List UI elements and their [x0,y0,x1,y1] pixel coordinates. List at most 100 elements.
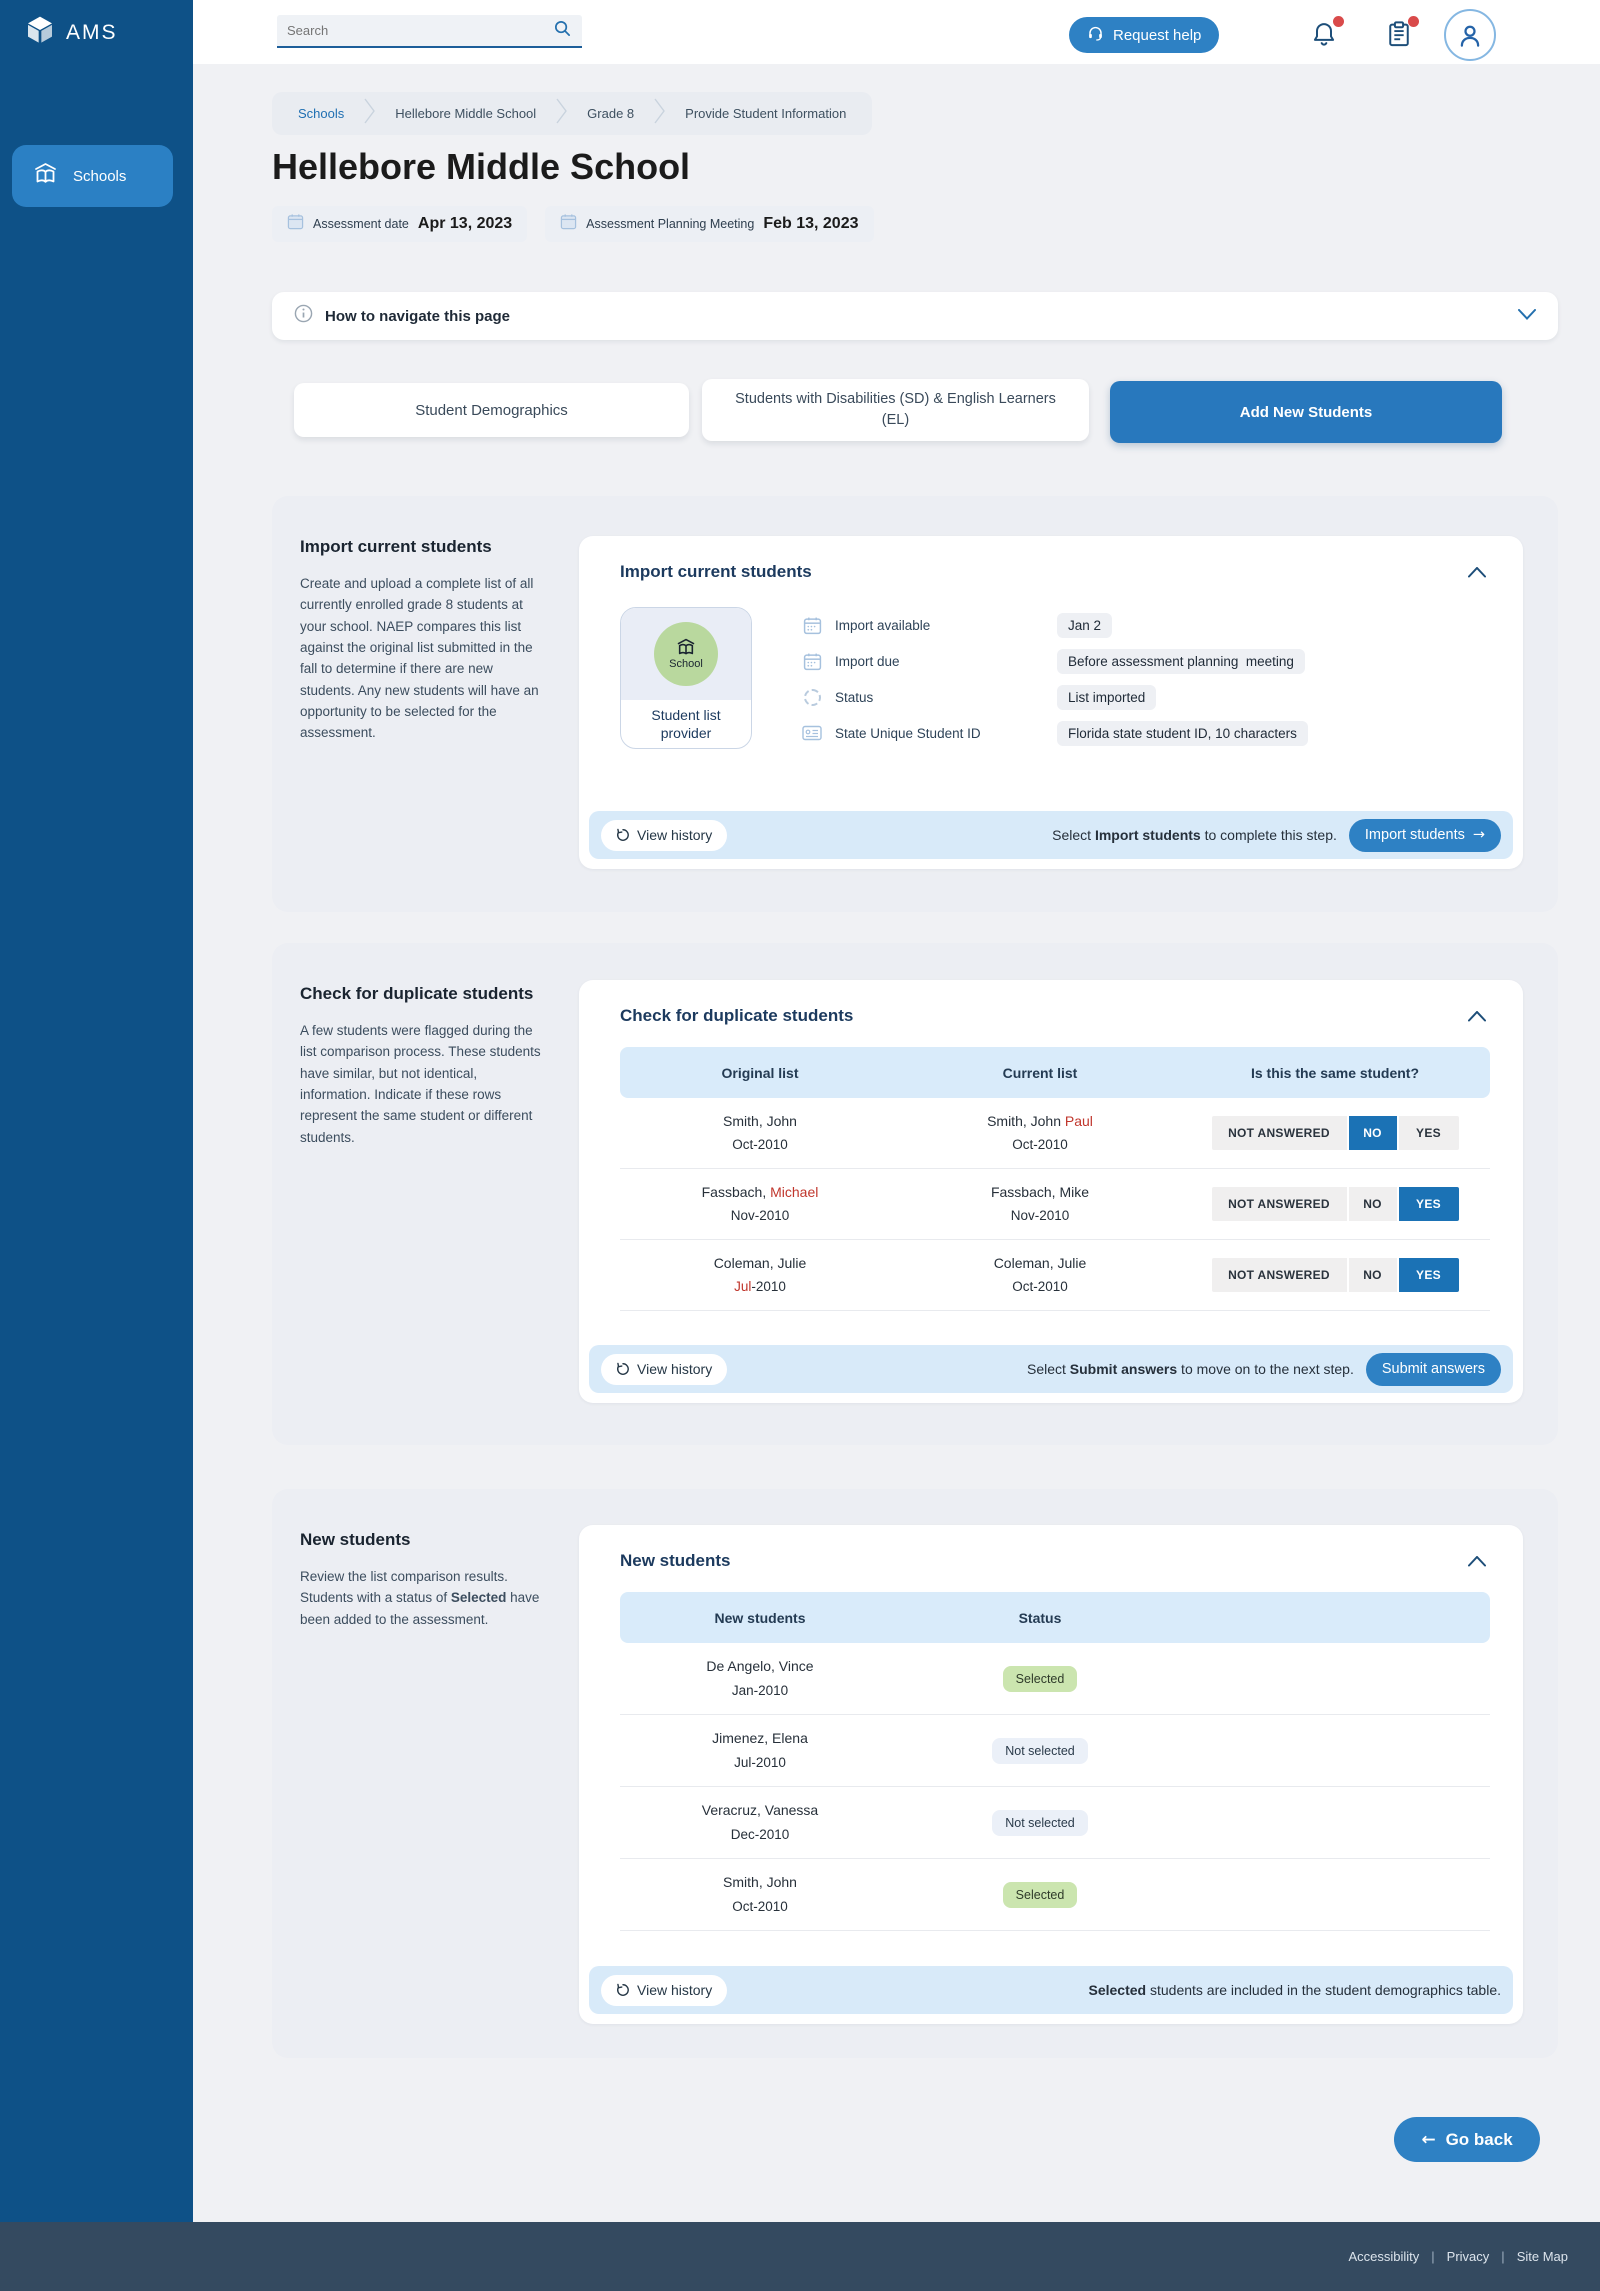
same-student-segmented-control: NOT ANSWERED NO YES [1211,1258,1459,1292]
assessment-date-label: Assessment date [313,217,409,231]
footer-link-accessibility[interactable]: Accessibility [1348,2249,1420,2264]
col-same-student: Is this the same student? [1250,1064,1420,1081]
yes-segment[interactable]: YES [1396,1116,1459,1150]
submit-answers-label: Submit answers [1381,1361,1485,1377]
notifications-bell-icon[interactable] [1310,16,1344,50]
state-id-value: Florida state student ID, 10 characters [1057,720,1308,746]
footer-link-sitemap[interactable]: Site Map [1516,2249,1568,2264]
footer-separator: | [1431,2249,1435,2264]
breadcrumb: Schools Hellebore Middle School Grade 8 … [272,92,873,135]
new-students-side-column: New students Review the list comparison … [272,1489,579,2058]
app-logo: AMS [24,14,118,51]
sidebar-item-label: Schools [73,167,127,185]
current-student-cell: Fassbach, Mike Nov-2010 [990,1183,1090,1224]
same-student-segmented-control: NOT ANSWERED NO YES [1211,1116,1459,1150]
go-back-button[interactable]: ← Go back [1394,2117,1540,2162]
new-students-card-footer: View history Selected students are inclu… [589,1966,1513,2014]
state-id-label: State Unique Student ID [835,725,981,741]
student-cell: De Angelo, Vince Jan-2010 [706,1658,814,1698]
import-side-column: Import current students Create and uploa… [272,496,579,912]
breadcrumb-school-name[interactable]: Hellebore Middle School [395,106,537,121]
how-to-navigate-accordion[interactable]: How to navigate this page [272,292,1558,340]
col-status: Status [1018,1609,1062,1626]
no-segment[interactable]: NO [1346,1187,1397,1221]
new-student-row: Jimenez, Elena Jul-2010 Not selected [620,1715,1490,1787]
import-card-title: Import current students [620,562,812,581]
duplicates-side-description: A few students were flagged during the l… [300,1022,541,1145]
collapse-chevron-up-icon[interactable] [1464,1551,1490,1574]
import-side-heading: Import current students [300,537,492,556]
school-book-icon [677,638,695,655]
tab-sd-el[interactable]: Students with Disabilities (SD) & Englis… [702,379,1089,441]
request-help-button[interactable]: Request help [1069,17,1220,53]
duplicates-table-header: Original list Current list Is this the s… [620,1047,1490,1098]
status-label: Status [835,689,874,705]
submit-answers-button[interactable]: Submit answers [1365,1352,1501,1386]
student-info-tabs: Student Demographics Students with Disab… [272,379,1558,443]
duplicates-card-title: Check for duplicate students [620,1006,854,1025]
student-cell: Jimenez, Elena Jul-2010 [712,1730,808,1770]
answer-cell: NOT ANSWERED NO YES [1180,1187,1490,1221]
duplicates-side-column: Check for duplicate students A few stude… [272,943,579,1445]
new-students-card: New students New students Status De Ange… [579,1525,1523,2024]
status-badge: Not selected [992,1809,1088,1836]
not-answered-segment[interactable]: NOT ANSWERED [1211,1258,1347,1292]
breadcrumb-chevron-icon [654,98,666,129]
import-students-button[interactable]: Import students → [1348,818,1501,852]
sidebar-item-schools[interactable]: Schools [12,145,173,207]
view-history-button[interactable]: View history [601,1974,728,2006]
new-students-section: New students Review the list comparison … [272,1489,1558,2058]
info-row-import-available: Import available Jan 2 [802,607,1308,643]
assessment-date-pill: Assessment date Apr 13, 2023 [272,206,528,242]
search-input[interactable] [287,23,553,38]
duplicate-row: Coleman, Julie Jul-2010 Coleman, Julie O… [620,1240,1490,1311]
page-footer: Accessibility | Privacy | Site Map [0,2222,1600,2291]
col-new-students: New students [714,1609,806,1626]
import-due-label: Import due [835,653,900,669]
no-segment[interactable]: NO [1346,1116,1397,1150]
bell-badge [1333,16,1344,27]
tab-add-new-students[interactable]: Add New Students [1110,381,1502,443]
yes-segment[interactable]: YES [1396,1187,1459,1221]
answer-cell: NOT ANSWERED NO YES [1180,1258,1490,1292]
duplicate-row: Smith, John Oct-2010 Smith, John Paul Oc… [620,1098,1490,1169]
arrow-right-icon: → [1472,827,1485,843]
search-icon[interactable] [553,19,572,43]
duplicates-footer-hint: Select Submit answers to move on to the … [1026,1361,1354,1377]
original-student-cell: Smith, John Oct-2010 [723,1112,797,1153]
tab-student-demographics[interactable]: Student Demographics [294,383,689,437]
info-row-state-id: State Unique Student ID Florida state st… [802,715,1308,751]
duplicates-side-heading: Check for duplicate students [300,984,534,1003]
user-avatar[interactable] [1444,9,1496,61]
collapse-chevron-up-icon[interactable] [1464,1006,1490,1029]
import-available-value: Jan 2 [1057,612,1113,638]
col-original-list: Original list [721,1064,799,1081]
status-badge: Not selected [992,1737,1088,1764]
view-history-button[interactable]: View history [601,1353,728,1385]
search-box [277,15,582,48]
headset-icon [1087,25,1104,46]
not-answered-segment[interactable]: NOT ANSWERED [1211,1187,1347,1221]
person-icon [1460,25,1480,47]
no-segment[interactable]: NO [1346,1258,1397,1292]
student-list-provider-tile[interactable]: School Student list provider [620,607,752,749]
app-name: AMS [66,20,118,44]
id-card-icon [802,725,822,741]
go-back-label: Go back [1445,2129,1513,2149]
tasks-clipboard-icon[interactable] [1385,16,1419,50]
view-history-button[interactable]: View history [601,819,728,851]
planning-meeting-label: Assessment Planning Meeting [586,217,755,231]
history-icon [617,828,629,841]
collapse-chevron-up-icon[interactable] [1464,562,1490,585]
not-answered-segment[interactable]: NOT ANSWERED [1211,1116,1347,1150]
yes-segment[interactable]: YES [1396,1258,1459,1292]
status-badge: Selected [1002,1881,1078,1908]
breadcrumb-grade[interactable]: Grade 8 [587,106,635,121]
footer-separator: | [1501,2249,1505,2264]
chevron-down-icon [1518,307,1536,325]
new-student-row: De Angelo, Vince Jan-2010 Selected [620,1643,1490,1715]
footer-link-privacy[interactable]: Privacy [1446,2249,1490,2264]
import-available-label: Import available [835,617,931,633]
clipboard-badge [1408,16,1419,27]
breadcrumb-schools[interactable]: Schools [298,106,345,121]
